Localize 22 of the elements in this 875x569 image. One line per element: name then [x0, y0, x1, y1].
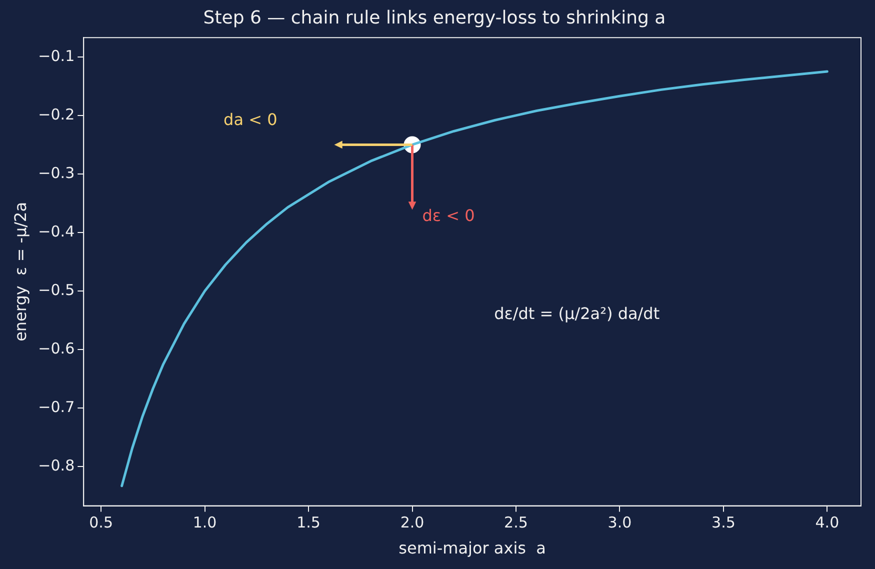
x-tick-label: 0.5	[89, 514, 113, 532]
y-tick-label: −0.1	[38, 46, 75, 65]
y-tick-label: −0.3	[38, 164, 75, 182]
y-tick-label: −0.8	[38, 456, 75, 474]
x-tick-label: 1.5	[296, 514, 320, 532]
y-tick-label: −0.2	[38, 105, 75, 124]
y-tick-label: −0.5	[38, 280, 75, 299]
x-tick-label: 3.5	[712, 514, 736, 532]
annotation: da < 0	[224, 110, 278, 129]
x-tick-label: 1.0	[192, 514, 217, 532]
annotation: dε < 0	[422, 206, 475, 225]
y-tick-label: −0.4	[38, 222, 75, 240]
x-tick-label: 2.5	[504, 514, 528, 532]
y-axis-title: energy ε = -μ/2a	[10, 202, 30, 342]
annotation: dε/dt = (μ/2a²) da/dt	[494, 304, 660, 324]
y-tick-label: −0.6	[38, 339, 75, 358]
chart-title: Step 6 — chain rule links energy-loss to shrinking a	[203, 7, 666, 28]
y-tick-label: −0.7	[38, 398, 75, 416]
x-tick-label: 3.0	[608, 514, 632, 532]
x-tick-label: 4.0	[815, 514, 840, 532]
x-axis-title: semi-major axis a	[398, 538, 546, 558]
x-tick-label: 2.0	[400, 514, 424, 532]
